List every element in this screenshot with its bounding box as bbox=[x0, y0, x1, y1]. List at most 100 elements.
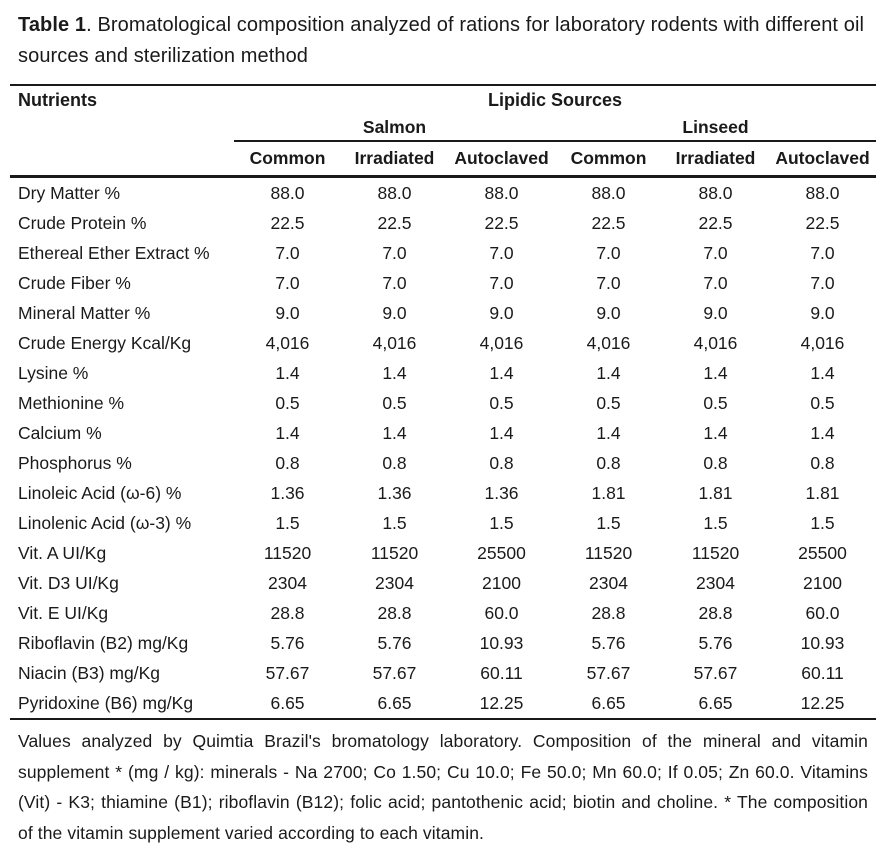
table-body: Dry Matter % 88.0 88.0 88.0 88.0 88.0 88.0 Crud… bbox=[10, 177, 876, 720]
value-cell: 1.5 bbox=[489, 512, 514, 533]
table-caption-text: . Bromatological composition analyzed of… bbox=[18, 14, 865, 67]
value-cell: 6.65 bbox=[555, 688, 662, 720]
value-cell: 5.76 bbox=[698, 632, 733, 653]
value-cell: 57.67 bbox=[372, 662, 417, 683]
value-cell: 28.8 bbox=[591, 602, 626, 623]
treatment-header: Autoclaved bbox=[448, 141, 555, 178]
value-cell: 7.0 bbox=[703, 272, 728, 293]
treatment-header: Common bbox=[555, 141, 662, 178]
value-cell: 22.5 bbox=[377, 212, 412, 233]
value-cell: 7.0 bbox=[382, 272, 407, 293]
value-cell: 1.5 bbox=[596, 512, 621, 533]
value-cell: 60.11 bbox=[801, 662, 844, 683]
value-cell: 7.0 bbox=[489, 242, 514, 263]
value-cell: 60.0 bbox=[484, 602, 519, 623]
value-cell: 1.4 bbox=[489, 422, 514, 443]
value-cell: 2304 bbox=[268, 572, 307, 593]
value-cell: 28.8 bbox=[377, 602, 412, 623]
value-cell: 0.8 bbox=[489, 452, 514, 473]
value-cell: 1.4 bbox=[810, 422, 835, 443]
value-cell: 22.5 bbox=[805, 212, 840, 233]
group-header-salmon: Salmon bbox=[234, 115, 555, 142]
table-row: Mineral Matter % 9.0 9.0 9.0 9.0 9.0 9.0 bbox=[10, 298, 876, 328]
value-cell: 7.0 bbox=[703, 242, 728, 263]
nutrient-label: Pyridoxine (B6) mg/Kg bbox=[10, 688, 234, 720]
nutrient-label: Linolenic Acid (ω-3) % bbox=[18, 512, 192, 533]
bromatology-table: Nutrients Lipidic Sources Salmon Linseed… bbox=[10, 84, 876, 720]
value-cell: 7.0 bbox=[596, 242, 621, 263]
empty-header-cell bbox=[10, 115, 234, 141]
value-cell: 9.0 bbox=[489, 302, 514, 323]
value-cell: 10.93 bbox=[800, 632, 845, 653]
value-cell: 0.5 bbox=[382, 392, 407, 413]
nutrient-label: Linoleic Acid (ω-6) % bbox=[18, 482, 182, 503]
table-row: Linolenic Acid (ω-3) % 1.5 1.5 1.5 1.5 1.5 1.5 bbox=[10, 508, 876, 538]
table-row: Vit. E UI/Kg 28.8 28.8 60.0 28.8 28.8 60.0 bbox=[10, 598, 876, 628]
value-cell: 7.0 bbox=[596, 272, 621, 293]
table-row: Vit. A UI/Kg 11520 11520 25500 11520 11520 255… bbox=[10, 538, 876, 568]
value-cell: 1.5 bbox=[810, 512, 835, 533]
table-caption-label: Table 1 bbox=[18, 14, 87, 36]
table-row: Crude Protein % 22.5 22.5 22.5 22.5 22.5 22.5 bbox=[10, 208, 876, 238]
value-cell: 57.67 bbox=[586, 662, 631, 683]
value-cell: 6.65 bbox=[341, 688, 448, 720]
value-cell: 0.5 bbox=[703, 392, 728, 413]
value-cell: 88.0 bbox=[591, 182, 626, 203]
nutrient-label: Lysine % bbox=[18, 362, 89, 383]
value-cell: 88.0 bbox=[377, 182, 412, 203]
value-cell: 1.81 bbox=[805, 482, 840, 503]
value-cell: 1.4 bbox=[275, 362, 300, 383]
value-cell: 0.8 bbox=[596, 452, 621, 473]
value-cell: 9.0 bbox=[596, 302, 621, 323]
value-cell: 1.4 bbox=[596, 422, 621, 443]
value-cell: 4,016 bbox=[693, 332, 738, 353]
value-cell: 60.11 bbox=[480, 662, 523, 683]
value-cell: 2100 bbox=[482, 572, 521, 593]
value-cell: 4,016 bbox=[265, 332, 310, 353]
header-row-treatments: Common Irradiated Autoclaved Common Irra… bbox=[10, 141, 876, 178]
value-cell: 5.76 bbox=[591, 632, 626, 653]
value-cell: 28.8 bbox=[270, 602, 305, 623]
value-cell: 7.0 bbox=[382, 242, 407, 263]
table-row: Vit. D3 UI/Kg 2304 2304 2100 2304 2304 2100 bbox=[10, 568, 876, 598]
nutrient-label: Vit. E UI/Kg bbox=[18, 602, 109, 623]
value-cell: 0.5 bbox=[489, 392, 514, 413]
table-row: Crude Energy Kcal/Kg 4,016 4,016 4,016 4,016… bbox=[10, 328, 876, 358]
value-cell: 9.0 bbox=[703, 302, 728, 323]
value-cell: 9.0 bbox=[275, 302, 300, 323]
nutrient-label: Crude Energy Kcal/Kg bbox=[18, 332, 192, 353]
value-cell: 11520 bbox=[263, 542, 312, 563]
value-cell: 1.5 bbox=[382, 512, 407, 533]
value-cell: 12.25 bbox=[448, 688, 555, 720]
nutrients-column-header: Nutrients bbox=[18, 90, 98, 110]
nutrient-label: Phosphorus % bbox=[18, 452, 132, 473]
value-cell: 1.4 bbox=[489, 362, 514, 383]
value-cell: 1.4 bbox=[382, 362, 407, 383]
value-cell: 7.0 bbox=[275, 242, 300, 263]
value-cell: 12.25 bbox=[769, 688, 876, 720]
value-cell: 1.4 bbox=[810, 362, 835, 383]
treatment-header: Irradiated bbox=[341, 141, 448, 178]
value-cell: 0.5 bbox=[810, 392, 835, 413]
value-cell: 11520 bbox=[370, 542, 419, 563]
value-cell: 11520 bbox=[691, 542, 740, 563]
value-cell: 6.65 bbox=[234, 688, 341, 720]
value-cell: 1.81 bbox=[591, 482, 626, 503]
value-cell: 10.93 bbox=[479, 632, 524, 653]
value-cell: 1.81 bbox=[698, 482, 733, 503]
nutrient-label: Riboflavin (B2) mg/Kg bbox=[18, 632, 189, 653]
value-cell: 5.76 bbox=[270, 632, 305, 653]
treatment-header: Irradiated bbox=[662, 141, 769, 178]
nutrient-label: Vit. A UI/Kg bbox=[18, 542, 107, 563]
value-cell: 6.65 bbox=[662, 688, 769, 720]
value-cell: 25500 bbox=[798, 542, 847, 563]
table-row: Niacin (B3) mg/Kg 57.67 57.67 60.11 57.67 57.… bbox=[10, 658, 876, 688]
table-footnote: Values analyzed by Quimtia Brazil's brom… bbox=[18, 731, 868, 843]
value-cell: 22.5 bbox=[270, 212, 305, 233]
nutrient-label: Methionine % bbox=[18, 392, 125, 413]
table-row: Calcium % 1.4 1.4 1.4 1.4 1.4 1.4 bbox=[10, 418, 876, 448]
value-cell: 88.0 bbox=[484, 182, 519, 203]
value-cell: 9.0 bbox=[810, 302, 835, 323]
value-cell: 1.5 bbox=[275, 512, 300, 533]
value-cell: 1.36 bbox=[377, 482, 412, 503]
